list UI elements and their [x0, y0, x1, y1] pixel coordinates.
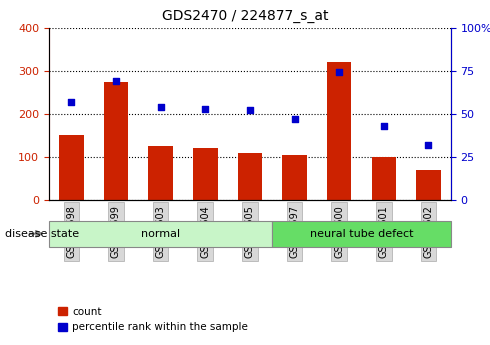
Bar — [238, 152, 262, 200]
Bar — [148, 146, 173, 200]
Point — [68, 99, 75, 105]
Point — [201, 106, 209, 111]
Legend: count, percentile rank within the sample: count, percentile rank within the sample — [54, 303, 252, 336]
Point — [424, 142, 432, 148]
Point — [112, 78, 120, 84]
Point — [291, 116, 298, 122]
Point — [157, 104, 165, 110]
Bar — [193, 148, 218, 200]
Point — [335, 70, 343, 75]
Bar — [104, 81, 128, 200]
Point — [246, 108, 254, 113]
Bar — [371, 157, 396, 200]
Text: GDS2470 / 224877_s_at: GDS2470 / 224877_s_at — [162, 9, 328, 23]
Bar — [416, 170, 441, 200]
Bar — [282, 155, 307, 200]
Text: normal: normal — [141, 229, 180, 239]
Bar — [327, 62, 351, 200]
Text: disease state: disease state — [5, 229, 79, 239]
Text: neural tube defect: neural tube defect — [310, 229, 413, 239]
Point — [380, 123, 388, 129]
Bar — [59, 136, 84, 200]
